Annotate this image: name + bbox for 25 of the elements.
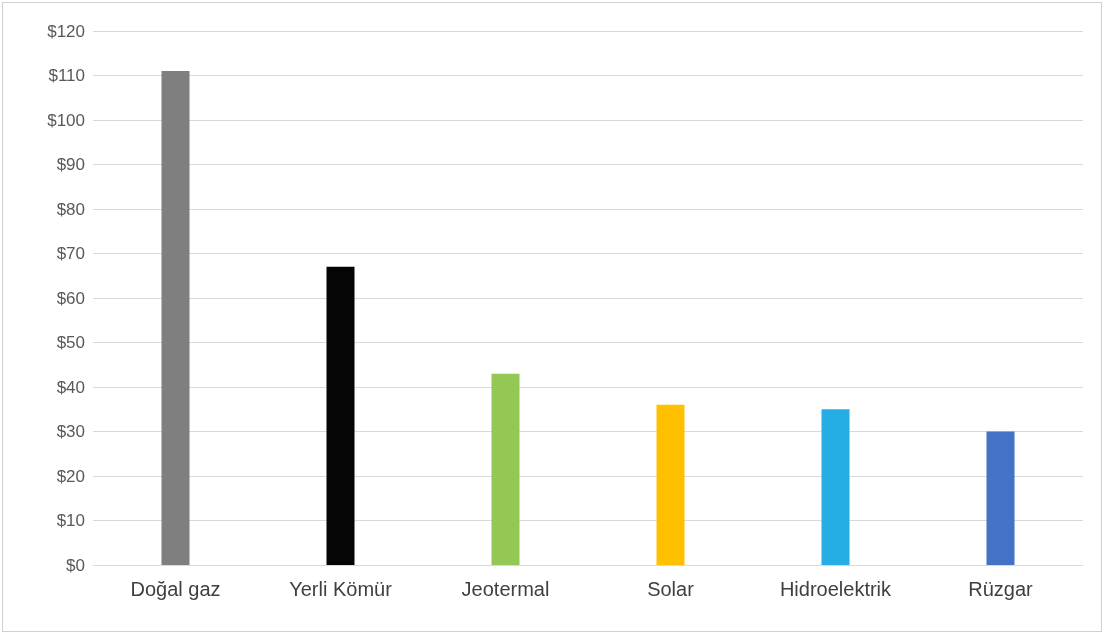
y-tick-label: $40 bbox=[56, 377, 85, 397]
y-tick-label: $70 bbox=[56, 244, 85, 263]
y-tick-label: $60 bbox=[56, 288, 85, 308]
x-tick-label: Jeotermal bbox=[461, 578, 550, 600]
x-tick-label: Solar bbox=[647, 578, 695, 600]
x-tick-label: Rüzgar bbox=[968, 578, 1034, 600]
y-tick-label: $30 bbox=[56, 422, 85, 441]
y-tick-label: $10 bbox=[56, 511, 85, 530]
x-tick-label: Doğal gaz bbox=[130, 578, 221, 600]
y-tick-label: $120 bbox=[47, 21, 85, 41]
x-tick-label: Yerli Kömür bbox=[289, 578, 393, 600]
bar bbox=[491, 373, 520, 565]
bar bbox=[656, 404, 685, 565]
bar bbox=[161, 71, 190, 565]
bar bbox=[986, 431, 1015, 565]
x-tick-label: Hidroelektrik bbox=[779, 578, 893, 600]
y-tick-label: $20 bbox=[56, 466, 85, 486]
y-tick-label: $100 bbox=[47, 110, 85, 130]
bar bbox=[821, 409, 850, 565]
y-tick-label: $50 bbox=[56, 333, 85, 352]
bar bbox=[326, 266, 355, 565]
y-tick-label: $110 bbox=[48, 66, 85, 85]
y-tick-label: $0 bbox=[66, 555, 85, 575]
y-tick-label: $90 bbox=[56, 155, 85, 174]
y-tick-label: $80 bbox=[56, 199, 85, 219]
